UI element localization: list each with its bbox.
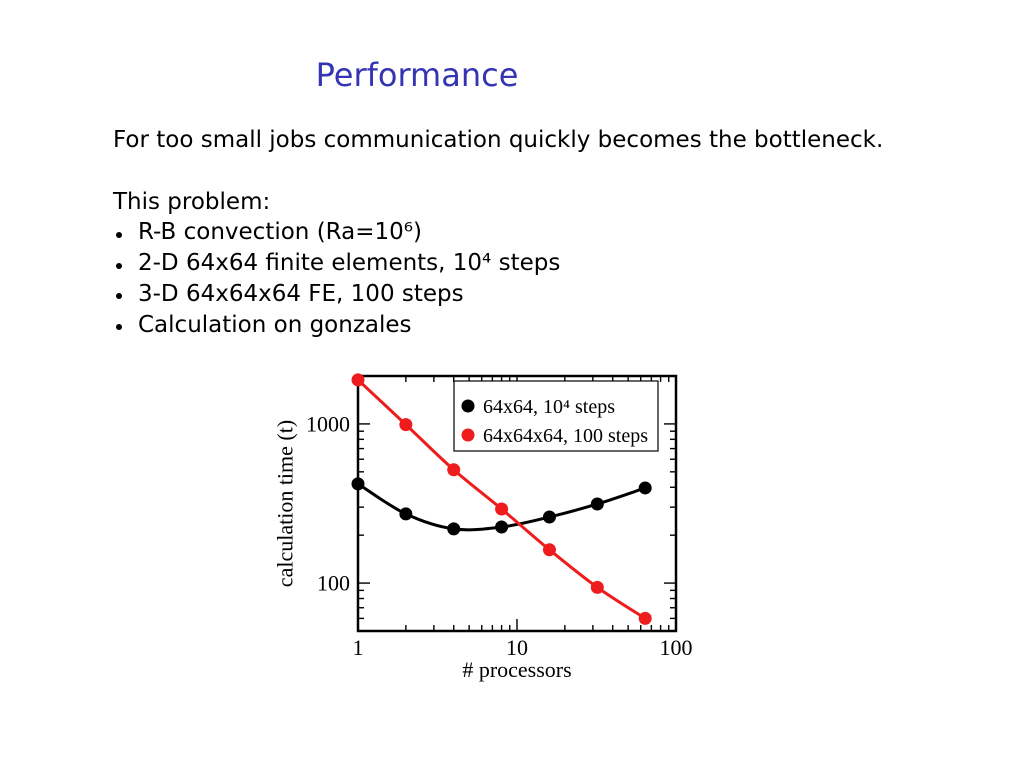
bullet-item: 2-D 64x64 finite elements, 10⁴ steps [113, 248, 993, 279]
bullet-item: R-B convection (Ra=10⁶) [113, 217, 993, 248]
slide-body: For too small jobs communication quickly… [113, 125, 993, 341]
bullet-marker [116, 231, 122, 238]
problem-heading: This problem: [113, 188, 271, 215]
data-point [351, 477, 365, 491]
legend-label: 64x64x64, 100 steps [483, 425, 648, 447]
bullet-marker [116, 324, 122, 331]
bullet-marker [116, 262, 122, 269]
data-point [638, 611, 652, 625]
bullet-text: 2-D 64x64 finite elements, 10⁴ steps [138, 250, 561, 277]
bullet-list: R-B convection (Ra=10⁶) 2-D 64x64 finite… [113, 217, 993, 340]
data-point [447, 463, 461, 477]
bullet-marker [116, 293, 122, 300]
slide-title: Performance [315, 56, 519, 94]
y-axis-label: calculation time (t) [273, 420, 298, 587]
y-tick-label: 100 [317, 571, 350, 596]
x-axis-label: # processors [462, 657, 571, 682]
legend-box [453, 380, 659, 452]
data-point [590, 580, 604, 594]
intro-text: For too small jobs communication quickly… [113, 127, 884, 153]
bullet-text: 3-D 64x64x64 FE, 100 steps [138, 280, 464, 307]
legend: 64x64, 10⁴ steps 64x64x64, 100 steps [453, 380, 659, 452]
legend-marker [461, 428, 475, 442]
data-point [495, 502, 509, 516]
data-point [638, 481, 652, 495]
x-tick-label: 10 [506, 635, 528, 660]
x-tick-label: 1 [353, 635, 364, 660]
performance-chart: 1 10 100 100 1000 # processors calculation tim… [273, 373, 693, 682]
data-point [542, 543, 556, 557]
legend-marker [461, 399, 475, 413]
legend-label: 64x64, 10⁴ steps [483, 396, 615, 418]
data-point [399, 418, 413, 432]
data-point [590, 497, 604, 511]
data-point [399, 507, 413, 521]
bullet-text: R-B convection (Ra=10⁶) [138, 219, 422, 246]
bullet-text: Calculation on gonzales [138, 311, 412, 338]
bullet-item: Calculation on gonzales [113, 310, 993, 341]
y-tick-label: 1000 [306, 411, 350, 436]
data-point [542, 510, 556, 524]
x-tick-label: 100 [660, 635, 693, 660]
data-point [495, 520, 509, 534]
bullet-item: 3-D 64x64x64 FE, 100 steps [113, 279, 993, 310]
data-point [447, 522, 461, 536]
data-point [351, 373, 365, 387]
